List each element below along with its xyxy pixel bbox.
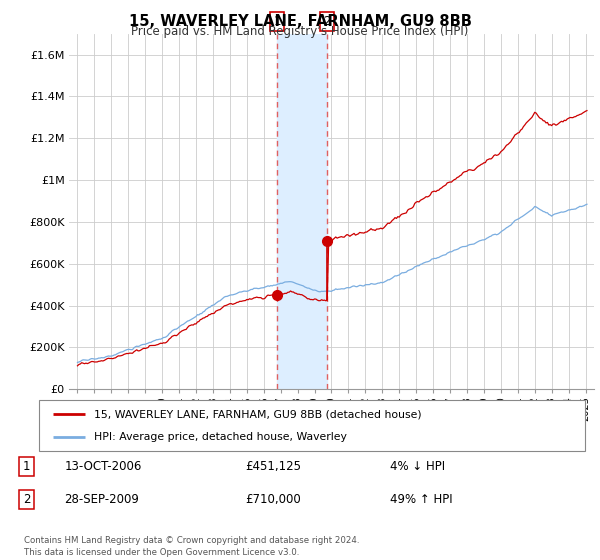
Text: HPI: Average price, detached house, Waverley: HPI: Average price, detached house, Wave… [94, 432, 346, 442]
Text: 15, WAVERLEY LANE, FARNHAM, GU9 8BB (detached house): 15, WAVERLEY LANE, FARNHAM, GU9 8BB (det… [94, 409, 421, 419]
Text: Price paid vs. HM Land Registry’s House Price Index (HPI): Price paid vs. HM Land Registry’s House … [131, 25, 469, 38]
Text: 15, WAVERLEY LANE, FARNHAM, GU9 8BB: 15, WAVERLEY LANE, FARNHAM, GU9 8BB [128, 14, 472, 29]
Text: 49% ↑ HPI: 49% ↑ HPI [391, 493, 453, 506]
Text: 1: 1 [23, 460, 30, 473]
Text: Contains HM Land Registry data © Crown copyright and database right 2024.
This d: Contains HM Land Registry data © Crown c… [24, 536, 359, 557]
Text: 13-OCT-2006: 13-OCT-2006 [64, 460, 142, 473]
FancyBboxPatch shape [39, 400, 585, 451]
Text: 1: 1 [274, 15, 281, 28]
Text: £451,125: £451,125 [245, 460, 301, 473]
Text: 4% ↓ HPI: 4% ↓ HPI [391, 460, 445, 473]
Text: 28-SEP-2009: 28-SEP-2009 [64, 493, 139, 506]
Text: £710,000: £710,000 [245, 493, 301, 506]
Text: 2: 2 [23, 493, 30, 506]
Text: 2: 2 [323, 15, 331, 28]
Bar [277, 34, 327, 389]
